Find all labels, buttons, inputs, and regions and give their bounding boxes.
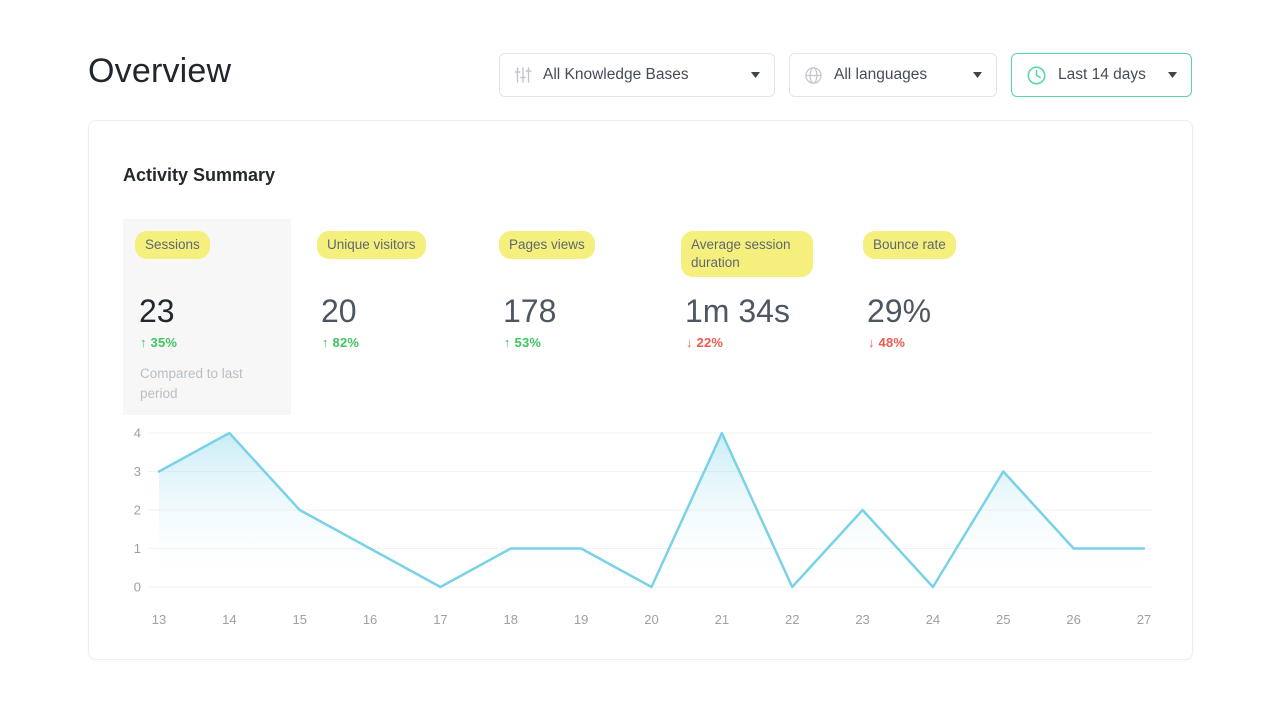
up-arrow-icon: ↑ [504,335,511,350]
x-tick-label: 17 [433,612,447,627]
metric-avg-session-duration[interactable]: Average session duration 1m 34s ↓ 22% [669,219,837,415]
metric-delta: ↓ 22% [686,335,825,350]
activity-chart: 0 1 2 3 4 13 14 15 16 17 18 19 20 21 22 23 24 25 26 27 [111,416,1171,641]
metric-label-highlight: Pages views [499,231,595,260]
chart-line [157,431,1146,589]
clock-icon [1026,65,1047,86]
y-tick-label: 3 [134,464,141,479]
x-tick-label: 14 [222,612,236,627]
metric-delta-value: 35% [150,335,178,350]
x-tick-label: 21 [715,612,729,627]
metric-value: 23 [139,293,175,329]
metric-sessions[interactable]: Sessions 23 ↑ 35% Compared to last perio… [123,219,291,416]
filters-bar: All Knowledge Bases All languages Last 1… [499,53,1192,97]
date-range-dropdown[interactable]: Last 14 days [1011,53,1192,97]
chevron-down-icon [973,72,982,78]
sliders-icon [514,67,532,83]
down-arrow-icon: ↓ [686,335,693,350]
y-tick-label: 1 [134,541,141,556]
chevron-down-icon [751,72,760,78]
page-title: Overview [88,52,232,90]
x-tick-label: 19 [574,612,588,627]
metric-delta-value: 53% [514,335,542,350]
metric-label-highlight: Unique visitors [317,231,426,260]
metric-label-highlight: Average session duration [681,231,813,278]
down-arrow-icon: ↓ [868,335,875,350]
metric-value: 20 [321,293,357,329]
x-tick-label: 16 [363,612,377,627]
metric-delta: ↑ 35% [140,335,279,350]
languages-dropdown-label: All languages [834,66,928,83]
x-tick-label: 18 [504,612,518,627]
metric-value: 1m 34s [685,293,790,329]
date-range-dropdown-label: Last 14 days [1058,66,1146,83]
globe-icon [804,66,823,85]
metric-label-highlight: Bounce rate [863,231,956,260]
metric-note: Compared to last period [140,366,243,401]
y-tick-label: 0 [134,580,141,595]
metric-pages-views[interactable]: Pages views 178 ↑ 53% [487,219,655,415]
up-arrow-icon: ↑ [322,335,329,350]
metric-delta: ↑ 82% [322,335,461,350]
x-tick-label: 22 [785,612,799,627]
up-arrow-icon: ↑ [140,335,147,350]
metric-unique-visitors[interactable]: Unique visitors 20 ↑ 82% [305,219,473,415]
metric-value: 178 [503,293,557,329]
metric-label-highlight: Sessions [135,231,210,260]
x-tick-label: 24 [926,612,940,627]
y-tick-label: 2 [134,503,141,518]
chevron-down-icon [1168,72,1177,78]
metric-delta-value: 82% [332,335,360,350]
x-tick-label: 26 [1066,612,1080,627]
metric-bounce-rate[interactable]: Bounce rate 29% ↓ 48% [851,219,1019,415]
x-tick-label: 27 [1137,612,1151,627]
metric-delta: ↑ 53% [504,335,643,350]
metric-value: 29% [867,293,932,329]
x-tick-label: 13 [152,612,166,627]
metrics-row: Sessions 23 ↑ 35% Compared to last perio… [123,219,1019,416]
knowledge-bases-dropdown-label: All Knowledge Bases [543,66,689,83]
y-tick-label: 4 [134,426,141,441]
activity-summary-card: Activity Summary Sessions 23 ↑ 35% Compa… [88,120,1193,660]
x-tick-label: 15 [292,612,306,627]
knowledge-bases-dropdown[interactable]: All Knowledge Bases [499,53,775,97]
metric-delta: ↓ 48% [868,335,1007,350]
x-tick-label: 20 [644,612,658,627]
card-title: Activity Summary [123,165,276,185]
metric-delta-value: 48% [878,335,906,350]
x-tick-label: 25 [996,612,1010,627]
metric-delta-value: 22% [696,335,724,350]
x-tick-label: 23 [855,612,869,627]
languages-dropdown[interactable]: All languages [789,53,997,97]
